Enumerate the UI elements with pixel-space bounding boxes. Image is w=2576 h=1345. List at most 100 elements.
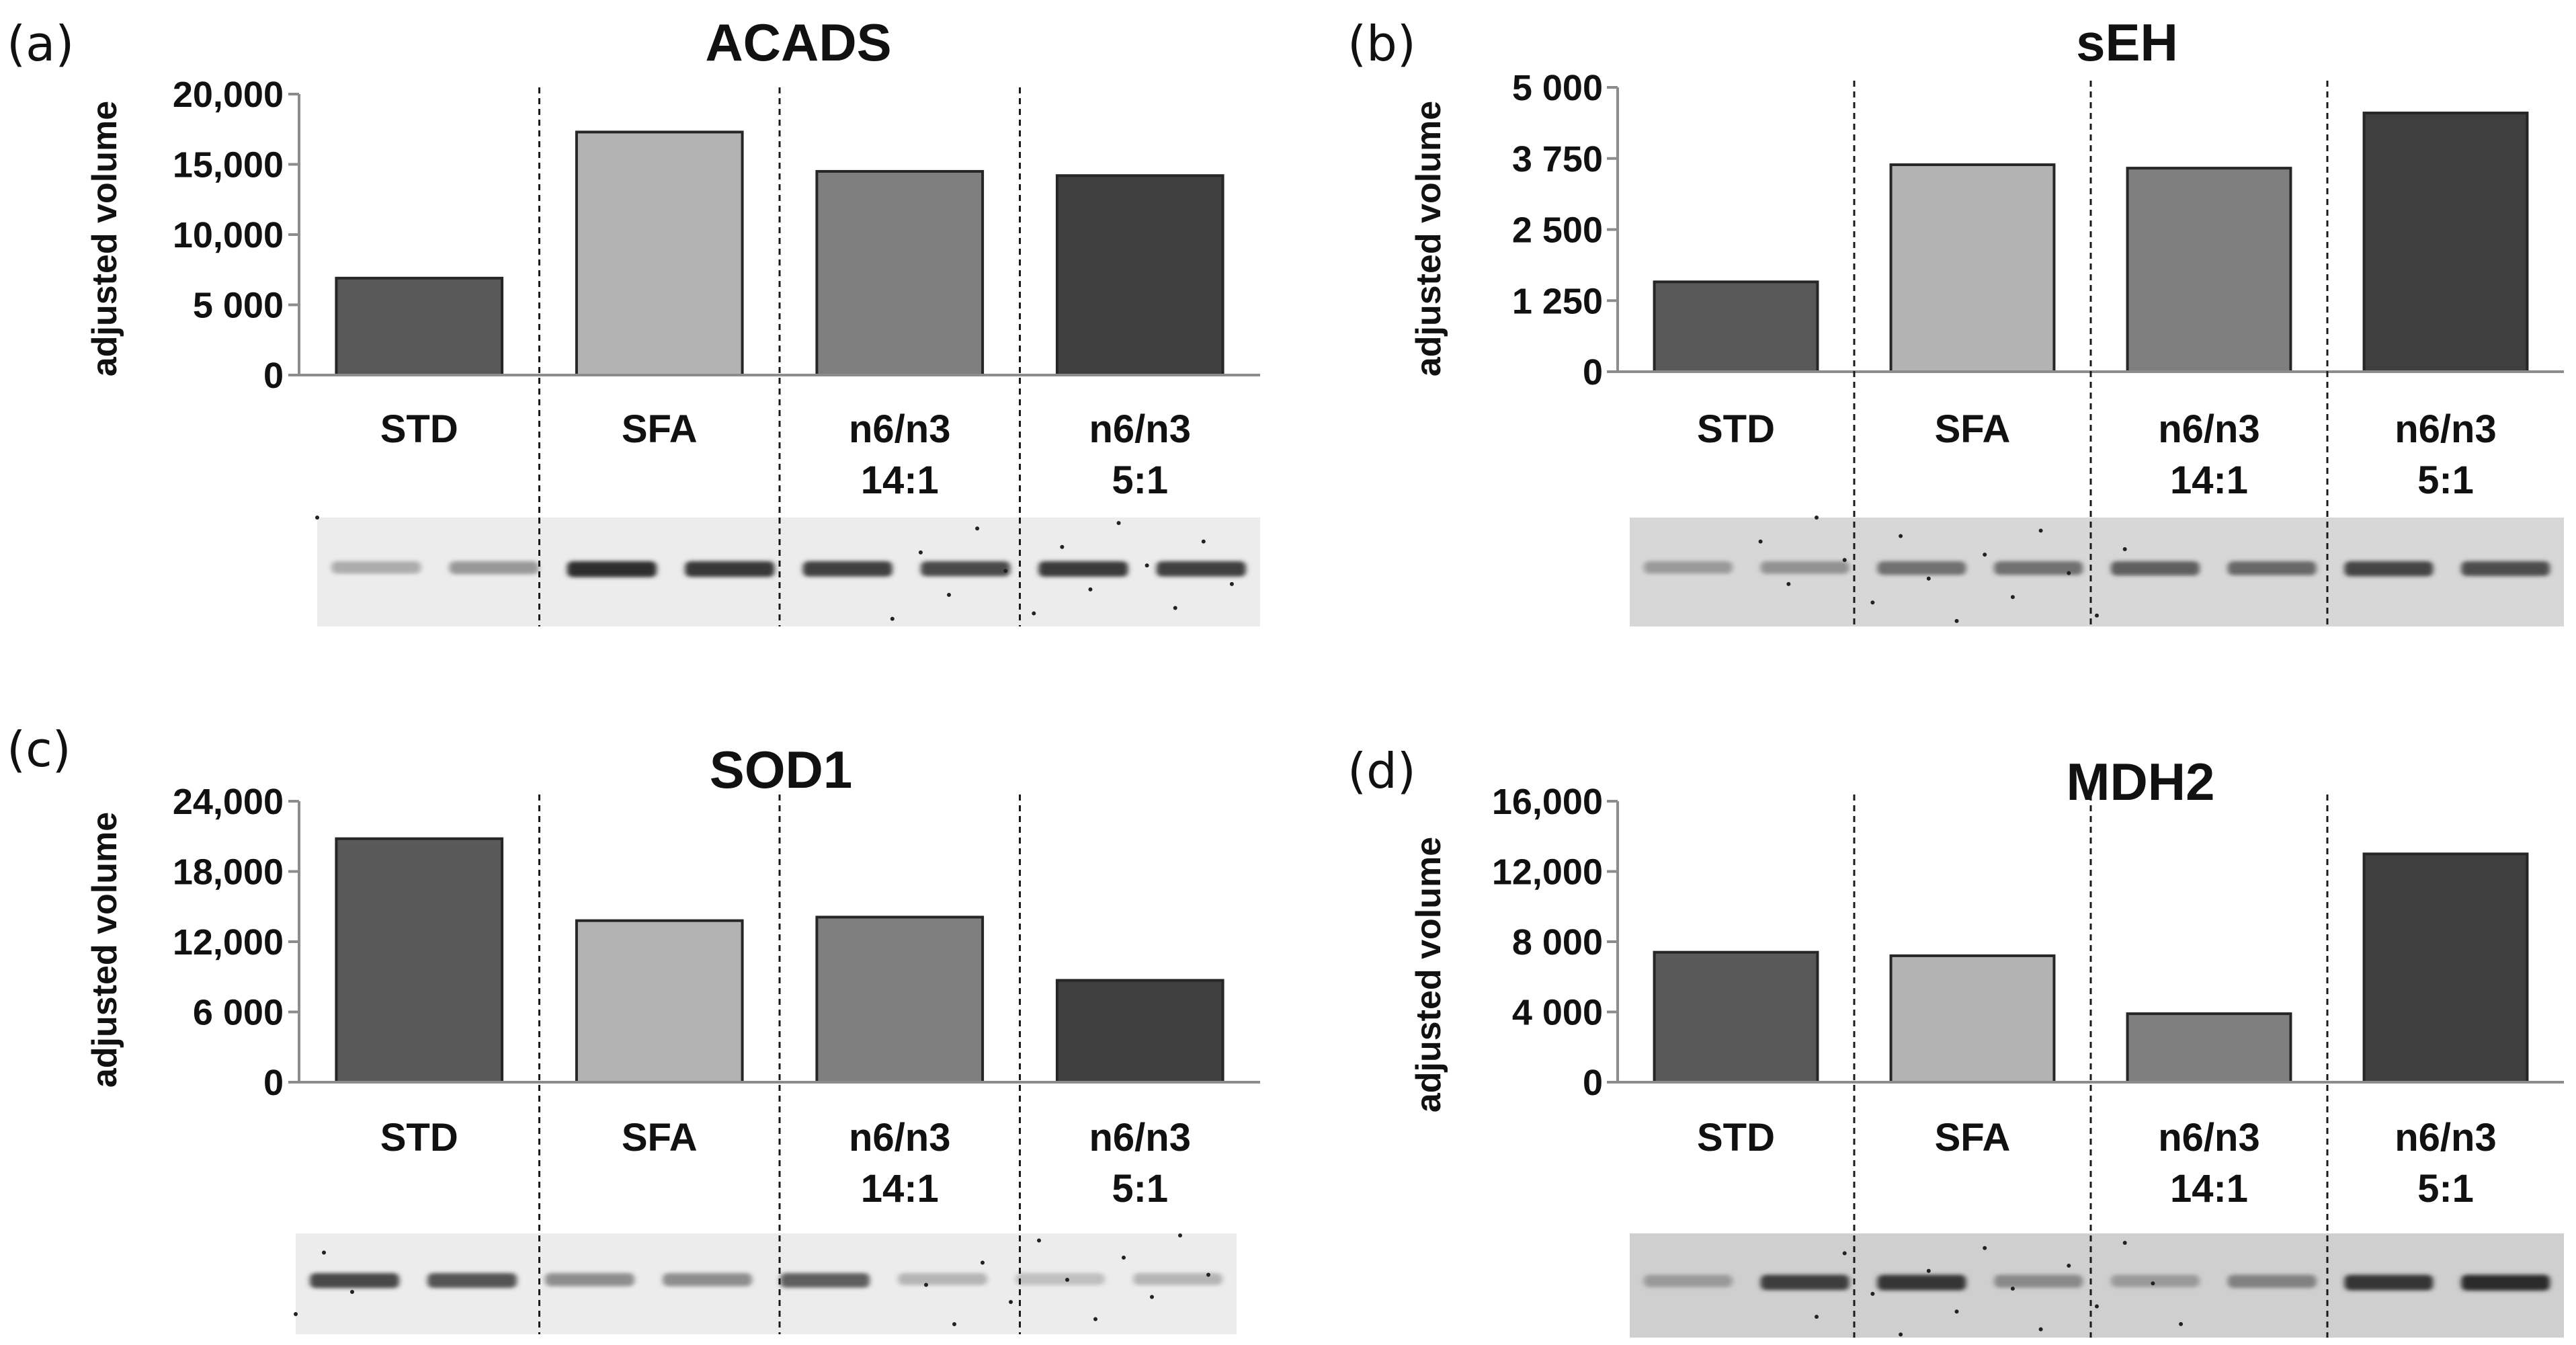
chart-title: ACADS [705,13,891,72]
blot-speckle [1201,539,1206,544]
blot-speckle [1037,1238,1041,1243]
category-label: SFA [1935,1116,2011,1159]
blot-band [802,561,892,577]
blot-speckle [1173,606,1177,610]
blot-speckle [1954,618,1959,623]
blot-speckle [1815,1315,1819,1319]
y-axis-label: adjusted volume [85,101,124,376]
blot-band [1994,1274,2083,1288]
blot-speckle [2067,1264,2071,1268]
category-label: n6/n3 [849,407,951,451]
blot-band [2461,1274,2550,1291]
blot-speckle [1178,1233,1182,1237]
x-axis: STD SFA n6/n3 14:1 n6/n3 5:1 [380,1116,1191,1211]
blot-band [2461,561,2550,576]
blot-band [1760,1274,1850,1291]
bar [2126,167,2292,374]
blot-band [1760,561,1850,574]
y-tick-label: 4 000 [1512,993,1603,1033]
blot-band [2344,1274,2434,1291]
blot-speckle [2122,546,2127,551]
category-label: n6/n3 [2158,407,2260,451]
y-tick-label: 12,000 [1492,852,1603,893]
category-label-line2: 14:1 [861,458,939,502]
y-tick-label: 16,000 [1492,782,1603,822]
category-label: n6/n3 [2395,1116,2497,1159]
y-tick-label: 24,000 [173,782,284,822]
blot-band [2110,1274,2200,1287]
blot-band [2227,561,2317,575]
blot-band [685,561,775,577]
chart-title: MDH2 [2066,752,2214,811]
blot-speckle [1758,539,1763,544]
bar [1889,163,2056,373]
blot-speckle [1060,544,1065,549]
blot-speckle [952,1322,956,1326]
blot-speckle [1983,553,1987,557]
blot-speckle [2095,1304,2099,1309]
y-tick-label: 5 000 [193,286,284,326]
category-label-line2: 5:1 [1112,458,1168,502]
y-tick-label: 6 000 [193,993,284,1033]
plot-area [1607,794,2564,1338]
blot-band [567,561,657,577]
blot-band [1015,1273,1105,1285]
bar [575,919,744,1084]
blot-speckle [1032,611,1036,616]
panel-label: (a) [7,15,74,72]
blot-speckle [947,593,952,598]
y-tick-label: 12,000 [173,922,284,963]
bar [335,837,504,1084]
y-tick-label: 0 [1583,1063,1603,1103]
blot-band [1038,561,1128,577]
blot-speckle [2095,613,2099,618]
blot-band [545,1273,634,1287]
blot-speckle [294,1312,298,1316]
chart-title: sEH [2076,13,2178,72]
y-axis: 0 6 000 12,000 18,000 24,000 [173,782,284,1103]
y-axis: 0 5 000 10,000 15,000 20,000 [173,75,284,396]
blot-speckle [322,1250,326,1255]
bar [335,276,504,377]
blot-speckle [1926,576,1931,581]
blot-speckle [1926,1268,1931,1273]
bar [1055,979,1224,1084]
blot-band [1994,561,2083,575]
y-tick-label: 0 [1583,352,1603,393]
blot-speckle [975,526,980,531]
y-tick-label: 8 000 [1512,922,1603,963]
y-axis: 0 4 000 8 000 12,000 16,000 [1492,782,1603,1103]
blot-speckle [1003,569,1008,573]
blot-band [1643,1274,1733,1287]
y-tick-label: 5 000 [1512,68,1603,108]
x-axis: STD SFA n6/n3 14:1 n6/n3 5:1 [1697,1116,2497,1211]
blot-band [663,1273,752,1287]
category-label-line2: 5:1 [1112,1167,1168,1211]
blot-band [780,1273,870,1288]
blot-speckle [1899,534,1903,538]
blot-speckle [2151,1281,2155,1286]
y-tick-label: 20,000 [173,75,284,115]
y-axis-label: adjusted volume [85,812,124,1088]
blot-speckle [1954,1309,1959,1314]
category-label-line2: 5:1 [2417,1167,2474,1211]
blot-speckle [2179,1321,2184,1326]
y-tick-label: 0 [263,1063,284,1103]
panel-mdh2: (d) MDH2 adjusted volume 0 4 000 8 000 1… [1347,743,2564,1338]
category-label: n6/n3 [1089,407,1192,451]
y-tick-label: 15,000 [173,145,284,186]
blot-band [920,561,1011,577]
bar [2362,112,2529,373]
y-tick-label: 1 250 [1512,281,1603,321]
blot-speckle [350,1290,354,1294]
blot-speckle [1093,1317,1097,1321]
bar [575,130,744,376]
blot-band [331,561,421,574]
blot-band [2110,561,2200,576]
category-label: SFA [622,1116,698,1159]
category-label: STD [1697,1116,1775,1159]
bar [815,915,985,1084]
category-label: SFA [622,407,698,451]
category-label: STD [380,407,458,451]
